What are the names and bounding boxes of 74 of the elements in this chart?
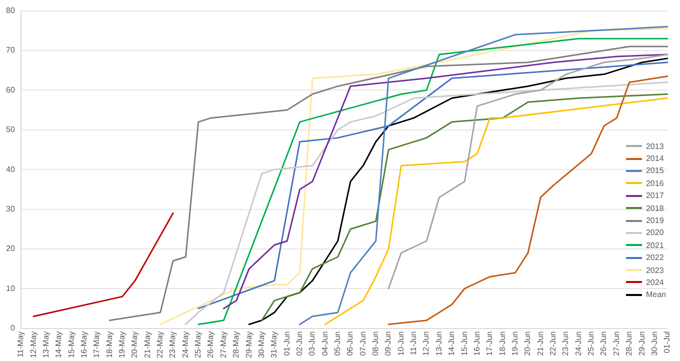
legend-label: 2024 bbox=[646, 278, 664, 287]
x-tick-label: 16-May bbox=[79, 331, 88, 358]
legend-label: 2023 bbox=[646, 266, 664, 275]
x-tick-label: 01-Jul bbox=[662, 331, 672, 354]
y-tick-label: 10 bbox=[6, 284, 16, 293]
x-tick-label: 12-Jun bbox=[422, 331, 431, 356]
legend-label: 2017 bbox=[646, 191, 664, 200]
x-tick-label: 14-May bbox=[54, 331, 64, 358]
x-tick-label: 07-Jun bbox=[358, 331, 368, 356]
x-tick-label: 03-Jun bbox=[308, 331, 317, 356]
x-tick-label: 30-Jun bbox=[650, 331, 659, 356]
x-tick-label: 10-Jun bbox=[396, 331, 406, 356]
x-tick-label: 27-May bbox=[218, 331, 228, 358]
x-tick-label: 04-Jun bbox=[320, 331, 330, 356]
x-tick-label: 26-May bbox=[206, 331, 216, 358]
x-tick-label: 25-Jun bbox=[586, 331, 596, 356]
x-tick-label: 28-May bbox=[232, 331, 241, 358]
x-tick-label: 15-May bbox=[66, 331, 76, 358]
legend-label: 2014 bbox=[646, 154, 664, 164]
x-tick-label: 20-Jun bbox=[523, 331, 532, 356]
y-tick-label: 0 bbox=[10, 324, 16, 333]
x-tick-label: 24-May bbox=[180, 331, 190, 358]
y-tick-label: 80 bbox=[6, 6, 16, 16]
x-tick-label: 11-May bbox=[16, 331, 26, 358]
x-tick-label: 29-Jun bbox=[637, 331, 646, 356]
y-tick-label: 60 bbox=[6, 85, 16, 94]
x-tick-label: 13-Jun bbox=[434, 331, 444, 356]
legend-label: Mean bbox=[646, 290, 666, 300]
x-tick-label: 20-May bbox=[130, 331, 140, 358]
x-tick-label: 25-May bbox=[194, 331, 203, 358]
x-tick-label: 18-May bbox=[104, 331, 114, 358]
legend-label: 2021 bbox=[646, 240, 664, 250]
x-tick-label: 28-Jun bbox=[624, 331, 634, 356]
x-tick-label: 22-May bbox=[156, 331, 165, 358]
x-tick-label: 12-May bbox=[28, 331, 38, 358]
x-tick-label: 14-Jun bbox=[447, 331, 456, 356]
x-tick-label: 30-May bbox=[256, 331, 266, 358]
x-tick-label: 21-May bbox=[142, 331, 152, 358]
legend-label: 2022 bbox=[646, 253, 664, 262]
legend-label: 2016 bbox=[646, 178, 664, 188]
x-tick-label: 18-Jun bbox=[498, 331, 507, 356]
x-tick-label: 17-May bbox=[92, 331, 102, 358]
x-tick-label: 29-May bbox=[244, 331, 254, 358]
x-tick-label: 13-May bbox=[41, 331, 50, 358]
y-tick-label: 50 bbox=[6, 125, 16, 134]
x-tick-label: 01-Jun bbox=[282, 331, 292, 356]
x-tick-label: 17-Jun bbox=[485, 331, 494, 356]
legend-label: 2020 bbox=[646, 228, 664, 238]
y-tick-label: 20 bbox=[6, 244, 16, 254]
y-tick-label: 70 bbox=[6, 46, 16, 55]
y-tick-label: 40 bbox=[6, 164, 16, 174]
x-tick-label: 15-Jun bbox=[460, 331, 469, 356]
x-tick-label: 31-May bbox=[270, 331, 279, 358]
x-tick-label: 09-Jun bbox=[384, 331, 393, 356]
legend-label: 2018 bbox=[646, 204, 664, 213]
x-tick-label: 23-May bbox=[168, 331, 178, 358]
x-tick-label: 19-May bbox=[118, 331, 127, 358]
x-tick-label: 11-Jun bbox=[409, 331, 418, 356]
x-tick-label: 21-Jun bbox=[536, 331, 545, 356]
legend-label: 2019 bbox=[646, 216, 664, 226]
x-tick-label: 05-Jun bbox=[333, 331, 342, 356]
legend-label: 2013 bbox=[646, 142, 664, 151]
legend-label: 2015 bbox=[646, 166, 664, 176]
x-tick-label: 22-Jun bbox=[548, 331, 558, 356]
x-tick-label: 23-Jun bbox=[561, 331, 570, 356]
y-tick-label: 30 bbox=[6, 204, 16, 214]
x-tick-label: 08-Jun bbox=[371, 331, 380, 356]
x-tick-label: 27-Jun bbox=[612, 331, 621, 356]
x-tick-label: 16-Jun bbox=[472, 331, 482, 356]
x-tick-label: 24-Jun bbox=[574, 331, 583, 356]
x-tick-label: 06-Jun bbox=[346, 331, 355, 356]
x-tick-label: 19-Jun bbox=[510, 331, 520, 356]
x-tick-label: 26-Jun bbox=[599, 331, 608, 356]
x-tick-label: 02-Jun bbox=[294, 331, 304, 356]
